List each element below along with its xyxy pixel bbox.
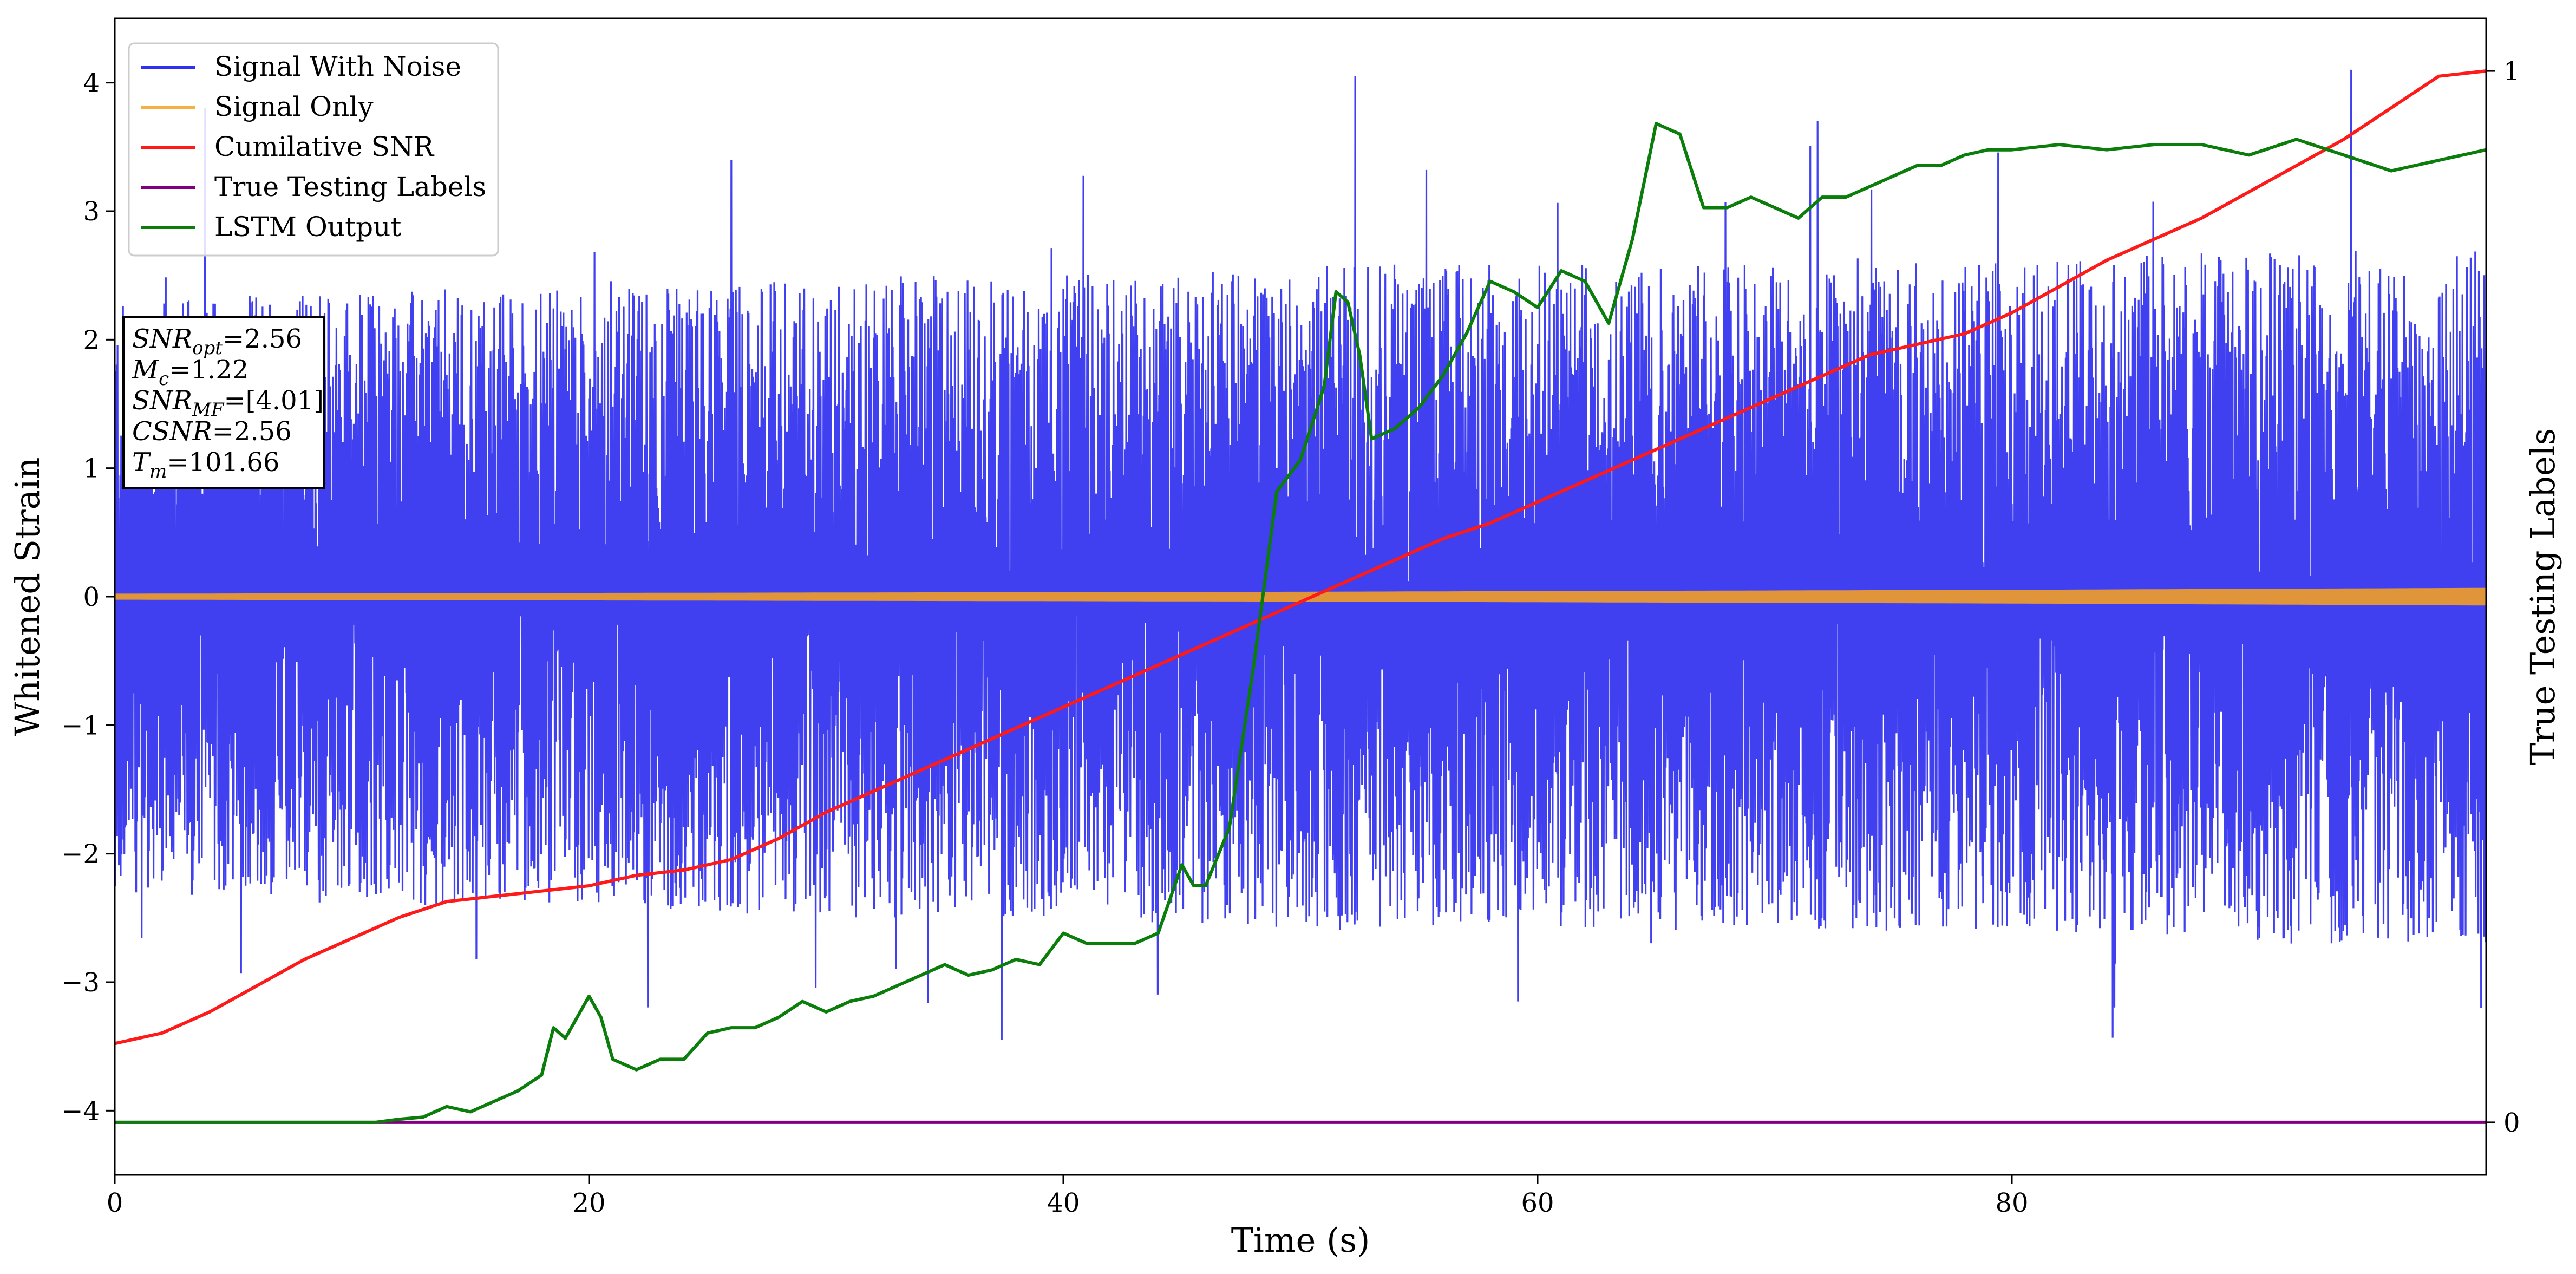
annotation-line: Mc=1.22 <box>132 355 249 390</box>
y-tick-label-left: 3 <box>83 197 100 227</box>
x-tick-label: 40 <box>1047 1188 1080 1218</box>
y-tick-label-left: 0 <box>83 582 100 612</box>
y-axis-label-left: Whitened Strain <box>8 458 47 736</box>
signal-only-layer <box>115 587 2486 606</box>
y-tick-label-right: 1 <box>2503 56 2520 87</box>
y-tick-label-left: 2 <box>83 325 100 355</box>
y-tick-label-left: 1 <box>83 454 100 484</box>
legend-label: Cumilative SNR <box>214 131 434 162</box>
legend: Signal With Noise Signal Only Cumilative S… <box>128 42 499 257</box>
x-axis-label: Time (s) <box>1231 1220 1370 1260</box>
legend-label: Signal Only <box>214 91 374 122</box>
y-tick-label-left: −2 <box>61 839 100 870</box>
x-tick-label: 0 <box>107 1188 123 1218</box>
series-band-signal-only <box>115 587 2486 606</box>
legend-label: LSTM Output <box>214 211 401 243</box>
annotation-line: Tm=101.66 <box>132 447 279 482</box>
y-tick-label-left: −3 <box>61 968 100 998</box>
y-axis-label-right: True Testing Labels <box>2523 428 2562 766</box>
annotation-line: SNRopt=2.56 <box>132 324 302 359</box>
legend-label: True Testing Labels <box>214 171 486 202</box>
signal-with-noise-layer <box>115 69 2486 1040</box>
legend-box <box>128 42 499 257</box>
annotation-line: SNRMF=[4.01] <box>132 386 324 421</box>
legend-label: Signal With Noise <box>214 51 461 82</box>
y-tick-label-left: −4 <box>61 1096 100 1126</box>
annotation-line: CSNR=2.56 <box>132 416 292 447</box>
y-tick-label-right: 0 <box>2503 1108 2520 1138</box>
x-tick-label: 20 <box>572 1188 605 1218</box>
line-series-layer <box>115 69 2486 1124</box>
annotation-frame <box>122 316 325 489</box>
x-tick-label: 80 <box>1995 1188 2028 1218</box>
annotation-box: SNRopt=2.56Mc=1.22SNRMF=[4.01]CSNR=2.56T… <box>122 316 325 489</box>
x-tick-label: 60 <box>1521 1188 1554 1218</box>
y-tick-label-left: −1 <box>61 710 100 741</box>
series-line-signal-with-noise <box>115 69 2486 1040</box>
series-line-lstm-output <box>115 122 2486 1124</box>
y-tick-label-left: 4 <box>83 68 100 99</box>
series-line-cumilative-snr <box>115 69 2486 1046</box>
